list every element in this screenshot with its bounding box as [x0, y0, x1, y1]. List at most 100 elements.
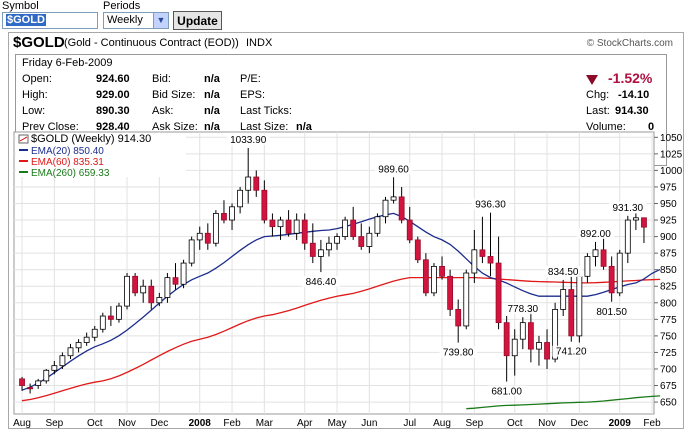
y-tick-label: 700: [660, 364, 677, 375]
candle-body: [83, 336, 90, 343]
candle-body: [616, 252, 623, 294]
candle-body: [463, 272, 470, 327]
candle: [51, 361, 58, 375]
periods-label: Periods: [103, 0, 141, 12]
candle: [560, 279, 567, 317]
x-tick-label: Sep: [465, 418, 483, 429]
candle-body: [406, 219, 413, 241]
candle-body: [19, 378, 25, 386]
ema260-line: [466, 395, 661, 410]
eps-label: EPS:: [240, 89, 266, 101]
candle: [447, 269, 454, 317]
candle: [641, 217, 647, 244]
candle-body: [204, 232, 211, 244]
y-tick-label: 925: [660, 216, 677, 227]
symbol-input[interactable]: $GOLD: [2, 12, 98, 29]
candle: [180, 259, 187, 289]
candle-body: [455, 309, 462, 327]
candle-body: [51, 365, 58, 371]
candle-body: [132, 275, 139, 294]
x-tick-label: Dec: [150, 418, 168, 429]
symbol-input-value: $GOLD: [6, 14, 46, 26]
candle: [366, 226, 373, 254]
candle-body: [116, 305, 122, 320]
candle: [269, 213, 276, 237]
price-annotation-bg: [609, 201, 647, 213]
y-tick-label: 825: [660, 282, 677, 293]
candle-body: [584, 256, 591, 277]
update-button[interactable]: Update: [173, 11, 222, 30]
candle: [156, 292, 163, 307]
candle: [148, 279, 155, 310]
candle: [27, 383, 34, 394]
candle-body: [390, 196, 397, 201]
candle-body: [576, 275, 583, 337]
y-tick-label: 750: [660, 331, 677, 342]
candle: [398, 186, 405, 224]
candle: [479, 216, 486, 264]
candle-body: [91, 328, 98, 338]
candle-body: [180, 262, 187, 285]
candle-body: [632, 217, 639, 221]
volume-value: 0: [648, 121, 655, 133]
candle-body: [374, 216, 381, 234]
candle: [568, 276, 575, 342]
candle-body: [641, 217, 647, 228]
last-value: 914.30: [615, 105, 649, 117]
candle: [487, 212, 494, 277]
candle-body: [414, 239, 421, 261]
periods-select[interactable]: Weekly ▼: [103, 12, 169, 29]
x-tick-label: Dec: [570, 418, 588, 429]
legend-ema20: EMA(20) 850.40: [31, 146, 104, 157]
candle-body: [164, 277, 171, 298]
price-annotation: 801.50: [596, 307, 627, 318]
price-annotation: 1033.90: [230, 135, 267, 146]
low-value: 890.30: [96, 105, 130, 117]
candle-body: [447, 275, 454, 310]
candle: [406, 206, 413, 244]
candle: [536, 335, 542, 366]
candle-body: [148, 285, 155, 304]
candle: [519, 317, 526, 350]
candle-body: [229, 206, 235, 221]
last-label: Last:: [586, 105, 610, 117]
candle: [382, 196, 389, 224]
candle-body: [221, 213, 227, 221]
candle: [358, 223, 365, 250]
open-value: 924.60: [96, 73, 130, 85]
candle: [495, 236, 502, 330]
candle: [390, 177, 397, 204]
candle-body: [560, 289, 567, 310]
candle-body: [293, 219, 300, 234]
y-tick-label: 775: [660, 315, 677, 326]
y-tick-label: 950: [660, 199, 677, 210]
ask-label: Ask:: [152, 105, 174, 117]
price-annotation: 681.00: [491, 387, 522, 398]
x-tick-label: Nov: [538, 418, 556, 429]
candle: [196, 226, 203, 250]
x-tick-label: May: [328, 418, 347, 429]
candle: [245, 147, 252, 204]
candle: [374, 213, 381, 237]
candle: [624, 215, 631, 264]
candle-body: [422, 259, 429, 294]
candle: [237, 186, 244, 214]
candle-body: [568, 289, 575, 337]
price-annotation-bg: [302, 276, 340, 288]
chevron-down-icon[interactable]: ▼: [153, 13, 168, 28]
candle: [188, 236, 195, 267]
y-tick-label: 650: [660, 398, 677, 409]
symbol-label: Symbol: [2, 0, 39, 12]
candle: [527, 309, 534, 363]
x-tick-label: Aug: [13, 418, 31, 429]
lastticks-label: Last Ticks:: [240, 105, 292, 117]
x-tick-label: Apr: [297, 418, 313, 429]
y-tick-label: 800: [660, 298, 677, 309]
x-tick-label: Feb: [223, 418, 241, 429]
open-label: Open:: [22, 73, 52, 85]
legend-box: [16, 133, 186, 177]
candle: [229, 203, 235, 230]
candle: [67, 343, 74, 360]
candle-body: [261, 189, 268, 221]
y-tick-label: 1000: [660, 166, 683, 177]
